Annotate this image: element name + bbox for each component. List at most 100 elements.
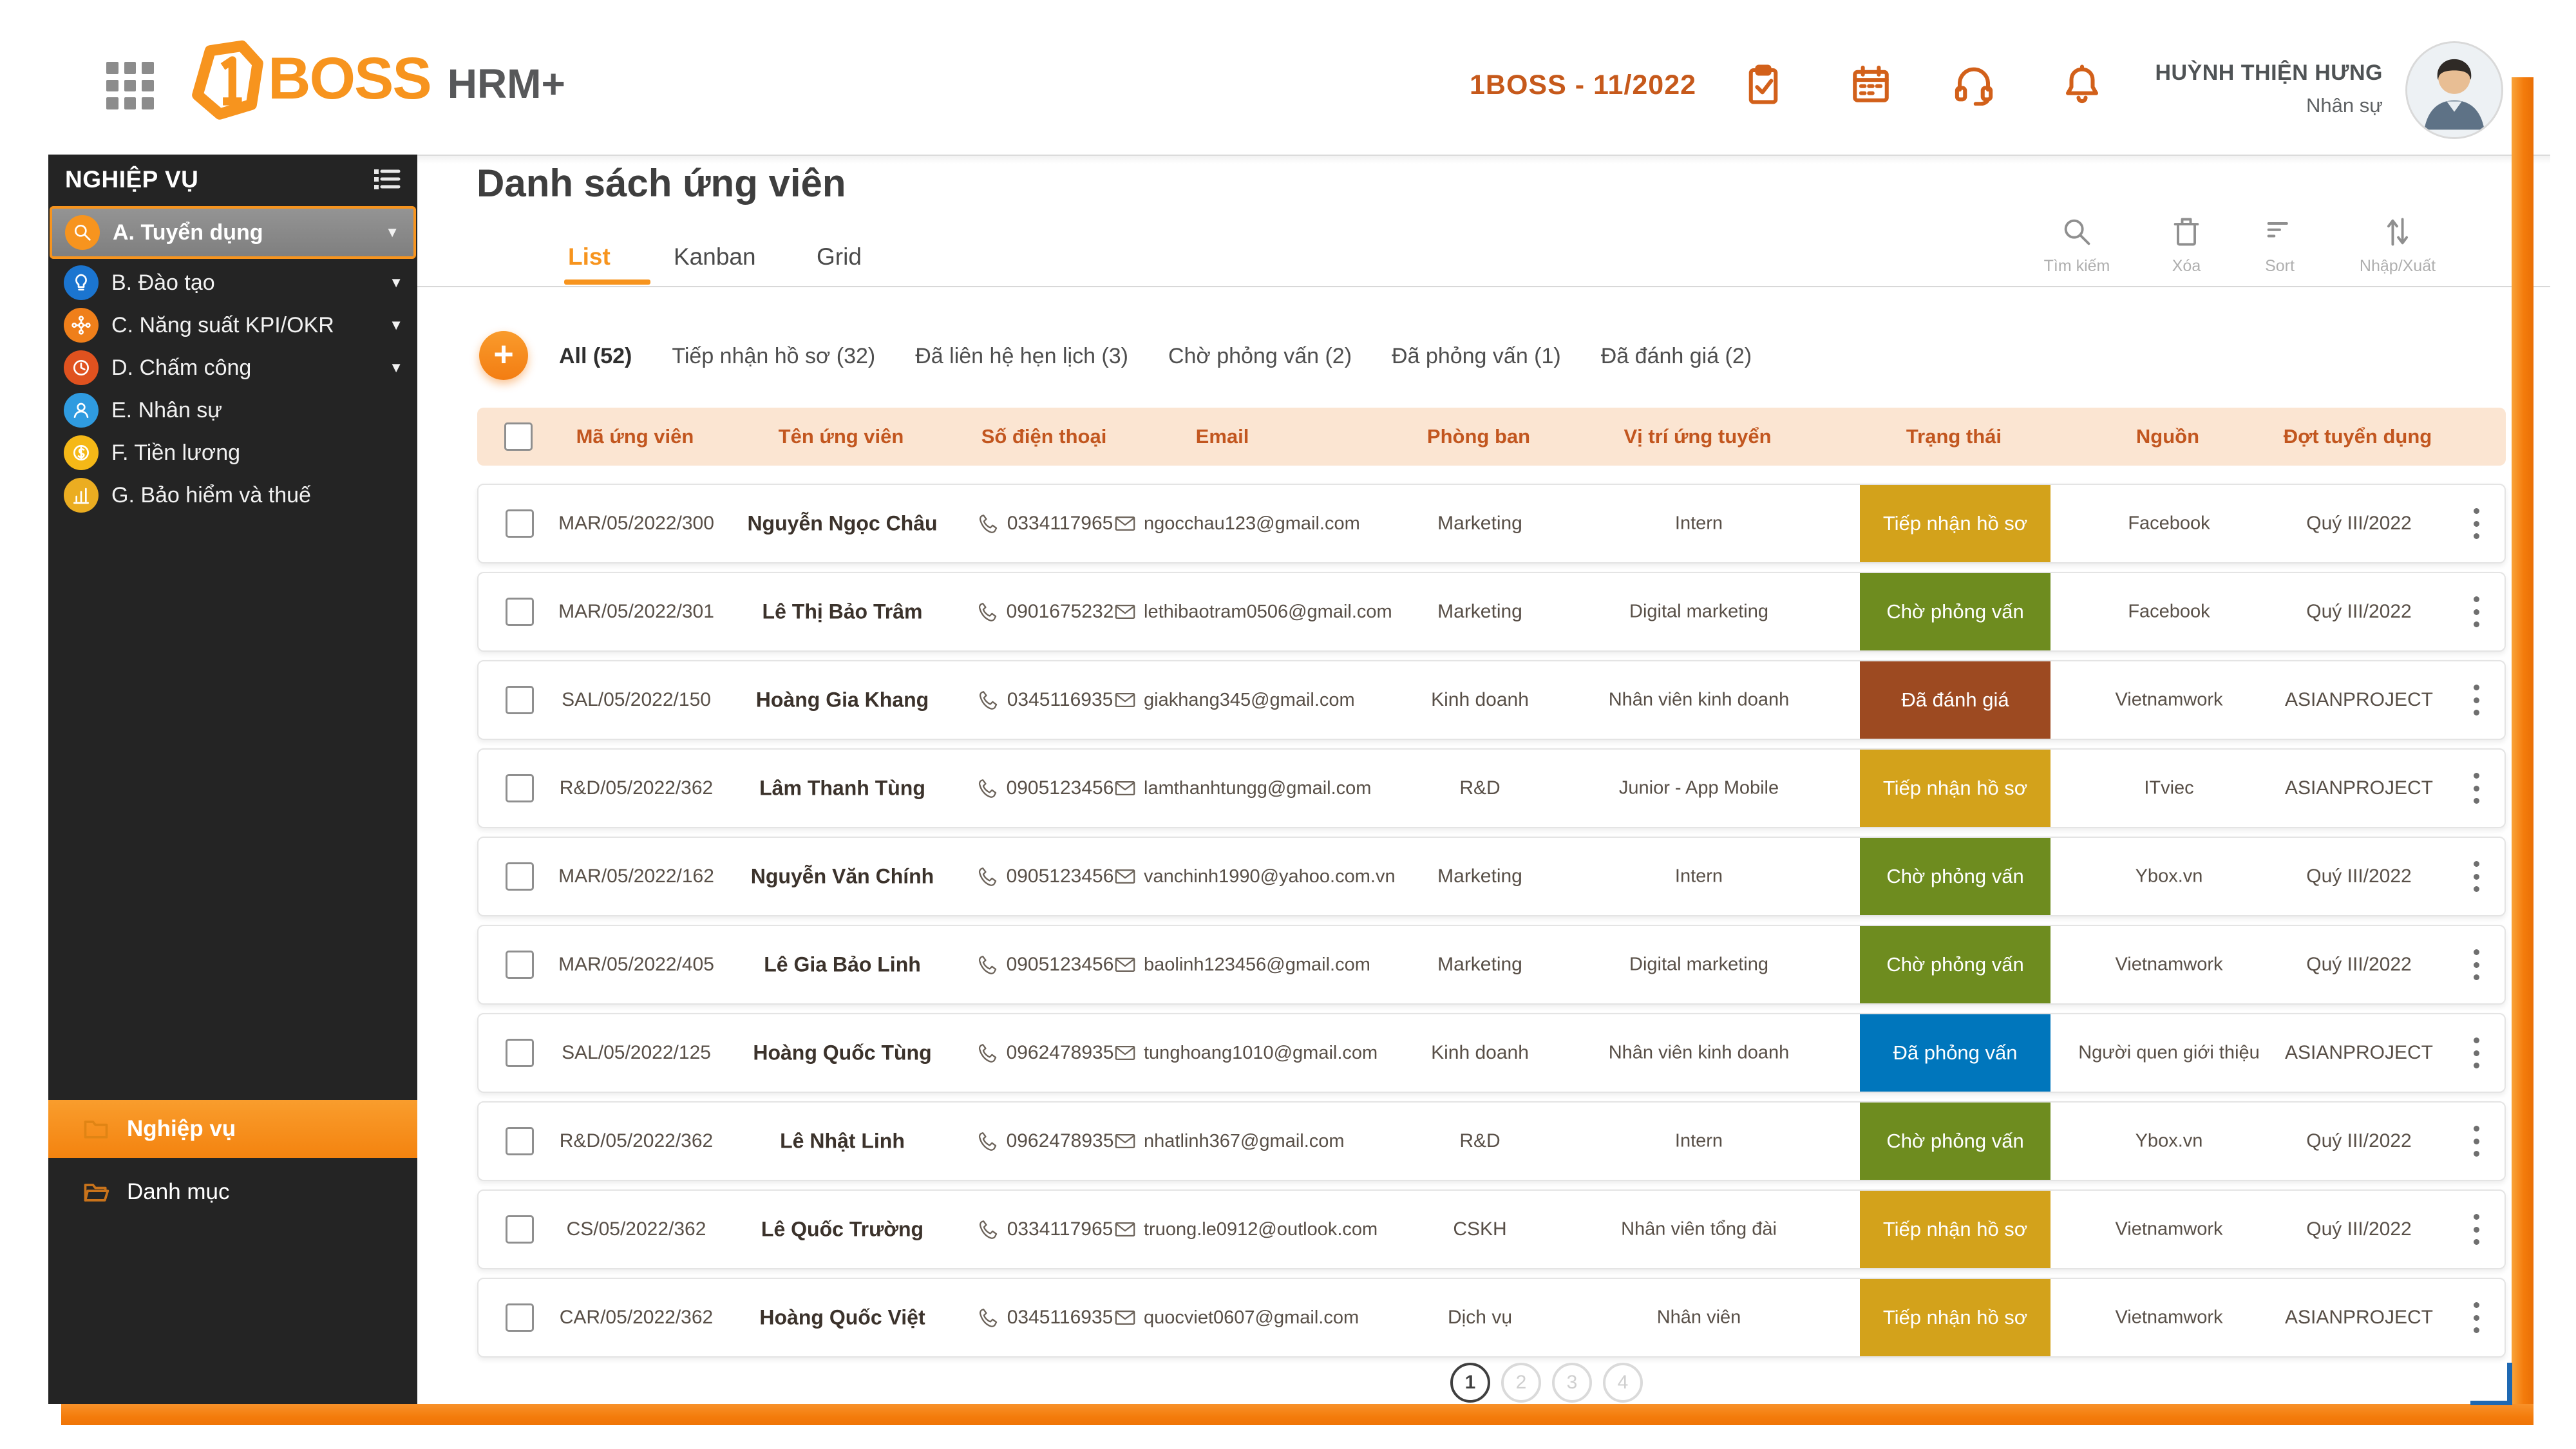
page-button-4[interactable]: 4 [1603, 1363, 1643, 1403]
sidebar-item-cham-cong[interactable]: D. Chấm công ▼ [48, 346, 417, 389]
row-menu-kebab-icon[interactable] [2463, 858, 2489, 895]
row-checkbox[interactable] [506, 598, 534, 626]
sidebar-item-tien-luong[interactable]: F. Tiền lương [48, 431, 417, 474]
toolbar-search-button[interactable]: Tìm kiếm [2029, 215, 2125, 276]
mail-icon [1114, 513, 1136, 535]
select-all-checkbox[interactable] [504, 422, 533, 451]
tabs-divider [417, 286, 2550, 287]
row-menu-kebab-icon[interactable] [2463, 506, 2489, 542]
decor-blue-corner [2507, 1363, 2512, 1405]
bulb-badge [64, 265, 99, 300]
filter-item-1[interactable]: Tiếp nhận hồ sơ (32) [672, 344, 876, 368]
candidate-code: SAL/05/2022/150 [562, 689, 711, 710]
sidebar-item-dao-tao[interactable]: B. Đào tạo ▼ [48, 261, 417, 304]
toolbar-label: Sort [2265, 257, 2295, 275]
avatar[interactable] [2405, 41, 2503, 139]
row-checkbox[interactable] [506, 1039, 534, 1067]
page-title: Danh sách ứng viên [477, 162, 846, 205]
table-row[interactable]: R&D/05/2022/362 Lê Nhật Linh 0962478935 nha… [477, 1101, 2506, 1181]
row-menu-kebab-icon[interactable] [2463, 1300, 2489, 1336]
sidebar-item-tuyen-dung[interactable]: A. Tuyển dụng ▼ [50, 206, 416, 259]
headset-icon[interactable] [1953, 63, 1995, 106]
sidebar-item-nhan-su[interactable]: E. Nhân sự [48, 389, 417, 431]
email-address: giakhang345@gmail.com [1144, 689, 1355, 710]
filter-item-4[interactable]: Đã phỏng vấn (1) [1392, 344, 1561, 368]
column-header: Nguồn [2136, 425, 2200, 448]
sidebar-item-label: E. Nhân sự [111, 397, 223, 422]
table-row[interactable]: SAL/05/2022/150 Hoàng Gia Khang 0345116935… [477, 660, 2506, 740]
table-row[interactable]: CAR/05/2022/362 Hoàng Quốc Việt 0345116935… [477, 1278, 2506, 1358]
row-menu-kebab-icon[interactable] [2463, 770, 2489, 806]
candidate-code: R&D/05/2022/362 [559, 1130, 714, 1151]
filter-item-2[interactable]: Đã liên hệ hẹn lịch (3) [915, 344, 1128, 368]
candidate-position: Nhân viên kinh doanh [1608, 1042, 1790, 1063]
table-row[interactable]: MAR/05/2022/300 Nguyễn Ngọc Châu 033411796… [477, 484, 2506, 564]
bell-icon[interactable] [2061, 63, 2103, 106]
clipboard-check-icon[interactable] [1742, 63, 1785, 106]
filter-item-5[interactable]: Đã đánh giá (2) [1600, 344, 1752, 368]
table-row[interactable]: CS/05/2022/362 Lê Quốc Trường 0334117965 tr… [477, 1189, 2506, 1269]
sidebar-footer-item-nghiep-vu[interactable]: Nghiệp vụ [48, 1100, 417, 1158]
phone-icon [977, 1130, 999, 1152]
sidebar-footer-item-danh-muc[interactable]: Danh mục [48, 1163, 417, 1221]
row-menu-kebab-icon[interactable] [2463, 1035, 2489, 1071]
page-button-2[interactable]: 2 [1501, 1363, 1541, 1403]
table-row[interactable]: SAL/05/2022/125 Hoàng Quốc Tùng 0962478935… [477, 1013, 2506, 1093]
status-filter-list: All (52) Tiếp nhận hồ sơ (32) Đã liên hệ h… [559, 344, 1752, 369]
sidebar-menu: A. Tuyển dụng ▼ B. Đào tạo ▼ C. Năng suất KP… [48, 206, 417, 516]
candidate-email: quocviet0607@gmail.com [1114, 1307, 1449, 1329]
row-menu-kebab-icon[interactable] [2463, 947, 2489, 983]
chart-icon [71, 485, 91, 506]
table-row[interactable]: MAR/05/2022/301 Lê Thị Bảo Trâm 0901675232… [477, 572, 2506, 652]
email-address: lamthanhtungg@gmail.com [1144, 777, 1372, 799]
table-row[interactable]: R&D/05/2022/362 Lâm Thanh Tùng 0905123456 l… [477, 748, 2506, 828]
row-menu-kebab-icon[interactable] [2463, 1211, 2489, 1247]
sidebar-footer-label: Nghiệp vụ [127, 1116, 236, 1141]
row-menu-kebab-icon[interactable] [2463, 594, 2489, 630]
candidate-department: R&D [1459, 1130, 1501, 1151]
row-checkbox[interactable] [506, 686, 534, 714]
toolbar-delete-button[interactable]: Xóa [2138, 215, 2235, 276]
calendar-icon[interactable] [1850, 63, 1892, 106]
app-grid-icon[interactable] [106, 62, 154, 109]
row-checkbox[interactable] [506, 1303, 534, 1332]
folder-icon [82, 1115, 110, 1143]
candidate-department: Marketing [1437, 866, 1522, 887]
toolbar-sort-button[interactable]: Sort [2231, 215, 2328, 276]
row-checkbox[interactable] [506, 1215, 534, 1244]
row-checkbox[interactable] [506, 1127, 534, 1155]
toolbar-import-export-button[interactable]: Nhập/Xuất [2349, 215, 2446, 276]
sidebar-item-bao-hiem-va-thue[interactable]: G. Bảo hiểm và thuế [48, 474, 417, 516]
filter-item-3[interactable]: Chờ phỏng vấn (2) [1168, 344, 1352, 368]
user-block[interactable]: HUỲNH THIỆN HƯNG Nhân sự [2106, 61, 2383, 117]
sidebar-footer-label: Danh mục [127, 1179, 230, 1204]
row-menu-kebab-icon[interactable] [2463, 682, 2489, 718]
candidate-position: Digital marketing [1629, 601, 1768, 622]
page-button-1[interactable]: 1 [1450, 1363, 1490, 1403]
candidate-source: Người quen giới thiệu [2078, 1042, 2260, 1063]
table-row[interactable]: MAR/05/2022/162 Nguyễn Văn Chính 090512345… [477, 837, 2506, 916]
filter-item-0[interactable]: All (52) [559, 344, 632, 368]
table-row[interactable]: MAR/05/2022/405 Lê Gia Bảo Linh 0905123456… [477, 925, 2506, 1005]
row-checkbox[interactable] [506, 862, 534, 891]
sidebar-item-nang-suat-kpi-okr[interactable]: C. Năng suất KPI/OKR ▼ [48, 304, 417, 346]
add-candidate-button[interactable]: + [479, 331, 528, 380]
recruitment-batch: Quý III/2022 [2306, 954, 2412, 975]
tab-list[interactable]: List [568, 243, 611, 270]
column-header: Số điện thoại [981, 425, 1107, 448]
boss-logo-mark-icon [188, 38, 264, 120]
list-icon[interactable] [371, 164, 402, 195]
recruitment-batch: Quý III/2022 [2306, 601, 2412, 622]
candidate-name: Lâm Thanh Tùng [759, 776, 925, 800]
sidebar-item-label: D. Chấm công [111, 355, 252, 380]
row-checkbox[interactable] [506, 774, 534, 802]
tab-grid[interactable]: Grid [817, 243, 862, 270]
header-divider-shade [417, 156, 2550, 164]
row-checkbox[interactable] [506, 951, 534, 979]
page-button-3[interactable]: 3 [1552, 1363, 1592, 1403]
chart-badge [64, 478, 99, 513]
row-checkbox[interactable] [506, 509, 534, 538]
row-menu-kebab-icon[interactable] [2463, 1123, 2489, 1159]
tab-kanban[interactable]: Kanban [674, 243, 756, 270]
mail-icon [1114, 866, 1136, 887]
